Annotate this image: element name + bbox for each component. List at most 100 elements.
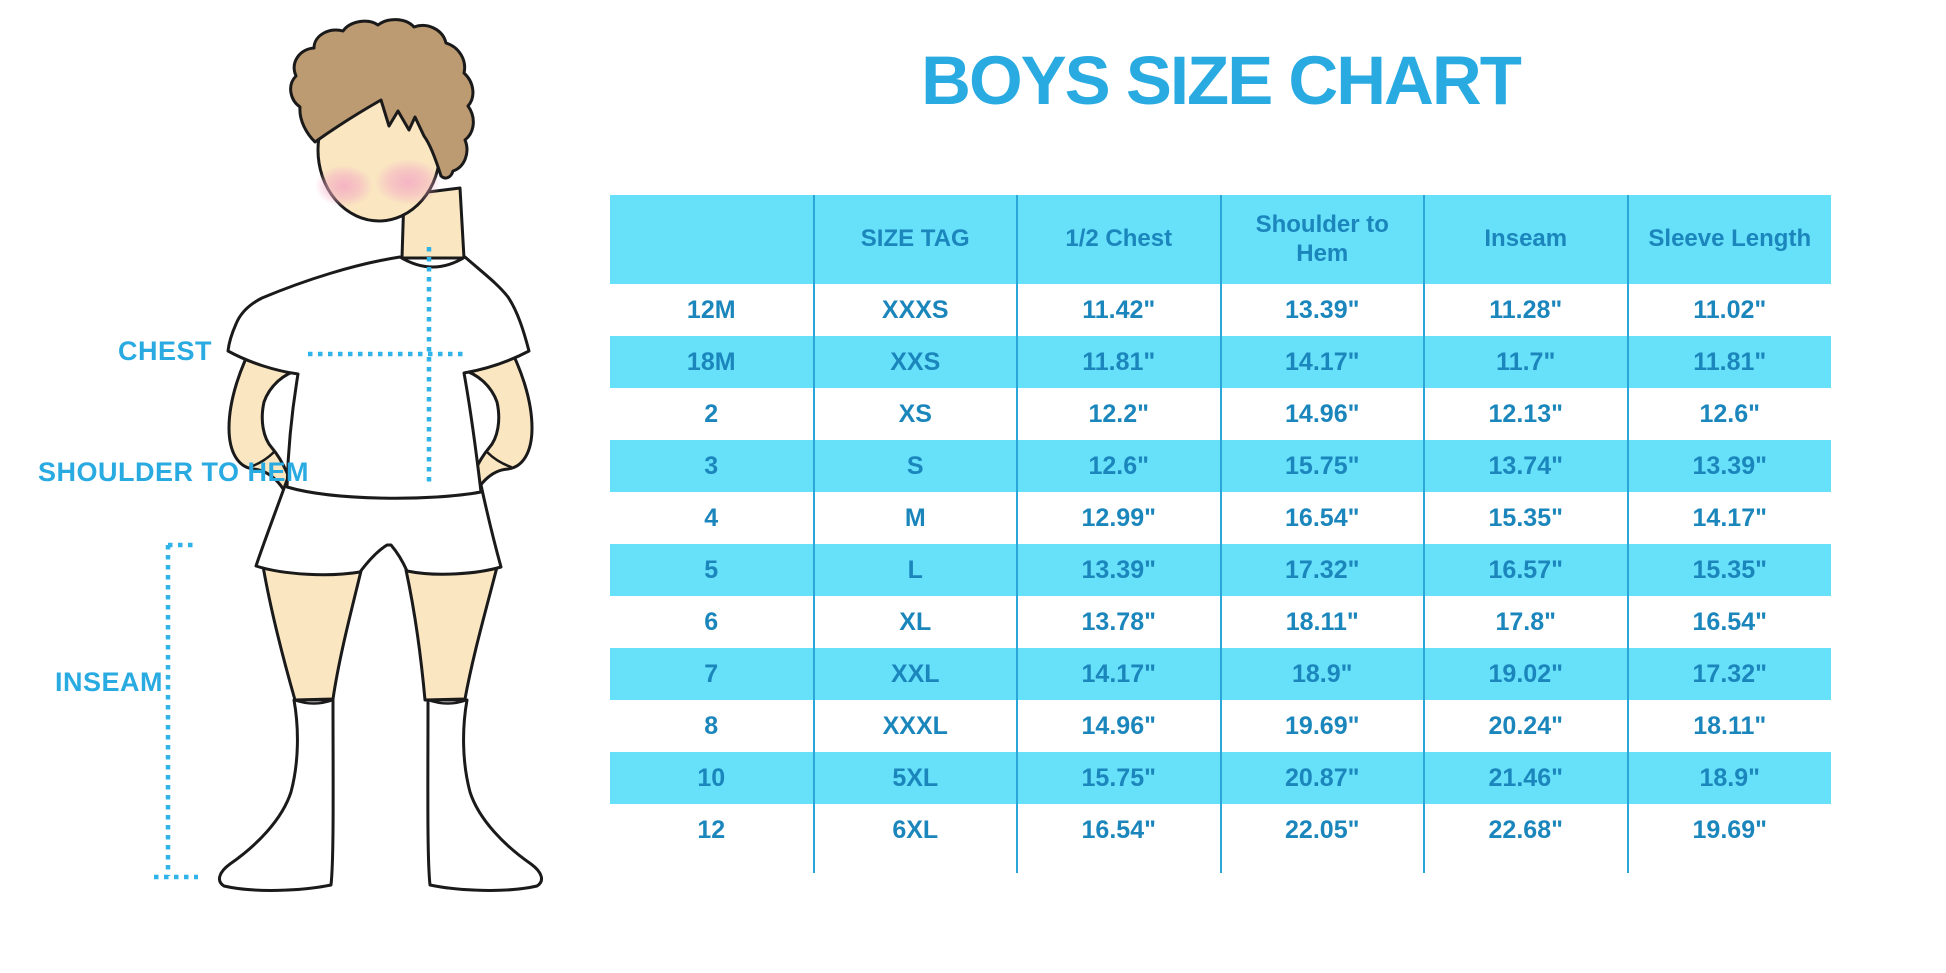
chest-label: CHEST <box>118 336 213 366</box>
value-cell: L <box>812 544 1017 596</box>
value-cell: 22.05" <box>1219 804 1424 856</box>
right-sock-top-line <box>426 698 469 705</box>
table-row: 18M XXS 11.81" 14.17" 11.7" 11.81" <box>610 336 1831 388</box>
right-cheek <box>375 159 441 205</box>
size-cell: 3 <box>704 451 719 480</box>
size-cell: 12 <box>697 815 726 844</box>
value-cell: XXS <box>812 336 1017 388</box>
value-cell: 19.69" <box>1626 804 1831 856</box>
value-cell: 16.57" <box>1423 544 1628 596</box>
value-cell: 13.78" <box>1016 596 1221 648</box>
value-cell: 20.24" <box>1423 700 1628 752</box>
value-cell: 14.17" <box>1219 336 1424 388</box>
table-body: 12M XXXS 11.42" 13.39" 11.28" 11.02" 18M XXS 11.… <box>610 284 1831 873</box>
value-cell: 18.11" <box>1219 596 1424 648</box>
shorts <box>254 478 503 577</box>
boy-illustration <box>154 18 544 892</box>
value-cell: 17.8" <box>1423 596 1628 648</box>
size-cell: 7 <box>704 659 719 688</box>
value-cell: 15.75" <box>1016 752 1221 804</box>
value-cell: XL <box>812 596 1017 648</box>
value-cell: 11.81" <box>1016 336 1221 388</box>
value-cell: 12.6" <box>1626 388 1831 440</box>
corner-cell <box>610 195 814 284</box>
size-cell: 18M <box>686 347 736 376</box>
table-row: 2 XS 12.2" 14.96" 12.13" 12.6" <box>610 388 1831 440</box>
value-cell: 13.74" <box>1423 440 1628 492</box>
value-cell: 22.68" <box>1423 804 1628 856</box>
value-cell: 11.81" <box>1626 336 1831 388</box>
table-row: 12M XXXS 11.42" 13.39" 11.28" 11.02" <box>610 284 1831 336</box>
size-cell: 5 <box>704 555 719 584</box>
value-cell: 11.7" <box>1423 336 1628 388</box>
value-cell: 11.02" <box>1626 284 1831 336</box>
value-cell: 16.54" <box>1626 596 1831 648</box>
header-cell: Inseam <box>1423 195 1628 284</box>
value-cell: 16.54" <box>1219 492 1424 544</box>
table-row: 3 S 12.6" 15.75" 13.74" 13.39" <box>610 440 1831 492</box>
left-leg <box>261 564 363 702</box>
right-leg <box>404 565 499 702</box>
value-cell: 12.99" <box>1016 492 1221 544</box>
value-cell: 6XL <box>812 804 1017 856</box>
page-title: BOYS SIZE CHART <box>921 42 1522 119</box>
value-cell: XXL <box>812 648 1017 700</box>
table-header-row: SIZE TAG 1/2 Chest Shoulder to Hem Inseam Sl… <box>610 195 1831 284</box>
value-cell: 11.28" <box>1423 284 1628 336</box>
value-cell: 17.32" <box>1626 648 1831 700</box>
right-elbow-crease <box>485 450 513 469</box>
value-cell: 15.75" <box>1219 440 1424 492</box>
value-cell: 14.17" <box>1626 492 1831 544</box>
value-cell: 13.39" <box>1626 440 1831 492</box>
table-row: 10 5XL 15.75" 20.87" 21.46" 18.9" <box>610 752 1831 804</box>
value-cell: XXXL <box>812 700 1017 752</box>
value-cell: 14.17" <box>1016 648 1221 700</box>
header-cell: 1/2 Chest <box>1016 195 1221 284</box>
value-cell: 18.9" <box>1219 648 1424 700</box>
shoulder-to-hem-label: SHOULDER TO HEM <box>38 457 310 487</box>
size-table: SIZE TAG 1/2 Chest Shoulder to Hem Inseam Sl… <box>610 195 1831 873</box>
value-cell: 18.11" <box>1626 700 1831 752</box>
table-row: 7 XXL 14.17" 18.9" 19.02" 17.32" <box>610 648 1831 700</box>
value-cell: 18.9" <box>1626 752 1831 804</box>
header-cell: SIZE TAG <box>812 195 1017 284</box>
table-row: 4 M 12.99" 16.54" 15.35" 14.17" <box>610 492 1831 544</box>
value-cell: 11.42" <box>1016 284 1221 336</box>
value-cell: XXXS <box>812 284 1017 336</box>
value-cell: 20.87" <box>1219 752 1424 804</box>
right-sock <box>426 698 544 892</box>
left-cheek <box>315 165 373 207</box>
left-elbow-crease <box>248 450 276 469</box>
size-cell: 10 <box>697 763 726 792</box>
value-cell: 13.39" <box>1016 544 1221 596</box>
value-cell: 12.2" <box>1016 388 1221 440</box>
value-cell: 16.54" <box>1016 804 1221 856</box>
table-row: 12 6XL 16.54" 22.05" 22.68" 19.69" <box>610 804 1831 856</box>
value-cell: 12.13" <box>1423 388 1628 440</box>
table-bottom-stub <box>610 856 1831 873</box>
inseam-label: INSEAM <box>55 667 164 697</box>
left-sock-top-line <box>292 698 335 705</box>
value-cell: 14.96" <box>1016 700 1221 752</box>
size-cell: 8 <box>704 711 719 740</box>
value-cell: S <box>812 440 1017 492</box>
table-row: 5 L 13.39" 17.32" 16.57" 15.35" <box>610 544 1831 596</box>
table-row: 8 XXXL 14.96" 19.69" 20.24" 18.11" <box>610 700 1831 752</box>
value-cell: 15.35" <box>1423 492 1628 544</box>
header-cell: Sleeve Length <box>1626 195 1831 284</box>
value-cell: XS <box>812 388 1017 440</box>
header-cell: Shoulder to Hem <box>1219 195 1424 284</box>
value-cell: 21.46" <box>1423 752 1628 804</box>
value-cell: 14.96" <box>1219 388 1424 440</box>
value-cell: 15.35" <box>1626 544 1831 596</box>
t-shirt <box>226 255 531 500</box>
value-cell: 19.02" <box>1423 648 1628 700</box>
left-sock <box>217 698 335 892</box>
size-cell: 4 <box>704 503 719 532</box>
value-cell: 17.32" <box>1219 544 1424 596</box>
value-cell: 19.69" <box>1219 700 1424 752</box>
hair <box>289 18 475 180</box>
value-cell: 12.6" <box>1016 440 1221 492</box>
value-cell: 5XL <box>812 752 1017 804</box>
size-cell: 6 <box>704 607 719 636</box>
